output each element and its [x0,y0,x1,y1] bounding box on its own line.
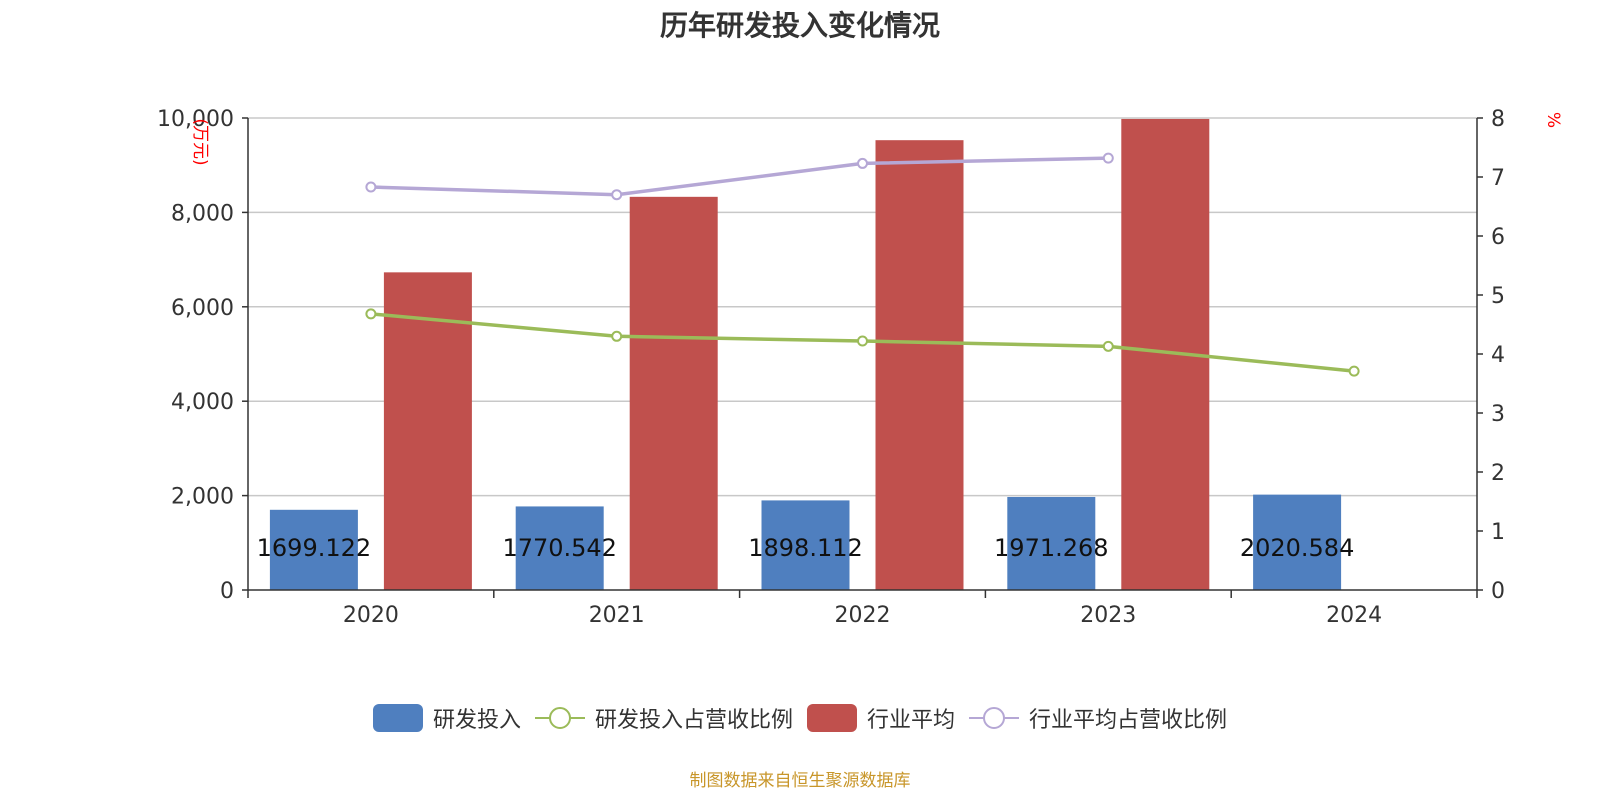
bar-industry [383,272,472,590]
legend-swatch-rd-ratio [534,707,585,729]
line-layer [365,152,1360,377]
y-left-tick-label: 10,000 [157,107,234,132]
industry-ratio-swatch-dot [983,707,1006,729]
y-right-tick-label: 4 [1491,343,1505,368]
bar-rd-label: 1699.122 [257,534,372,562]
source-note: 制图数据来自恒生聚源数据库 [689,771,911,791]
rd-ratio-point [611,330,623,342]
x-tick-label: 2022 [835,603,891,628]
y-left-tick-label: 4,000 [171,390,234,415]
bar-rd [515,506,604,590]
bar-rd [269,509,358,590]
y-right-tick-label: 7 [1491,166,1505,191]
axes: 0 2,000 4,000 6,000 8,000 10,000 0 1 2 3 4 5 6 7 8 (万元)… [157,107,1563,628]
legend-item-rd-ratio[interactable]: 研发投入占营收比例 [534,702,793,734]
industry-ratio-point [1102,152,1114,164]
y-right-tick-label: 2 [1491,461,1505,486]
y-left-tick-label: 8,000 [171,201,234,226]
industry-ratio-point [611,189,623,201]
legend-swatch-industry-ratio [969,707,1020,729]
x-tick-label: 2024 [1326,603,1382,628]
rd-ratio-point [365,308,377,320]
y-right-tick-label: 3 [1491,402,1505,427]
bar-rd-label: 2020.584 [1240,534,1355,562]
bar-industry [875,140,964,590]
legend-item-industry[interactable]: 行业平均 [807,702,955,734]
y-right-tick-label: 8 [1491,107,1505,132]
x-tick-label: 2021 [589,603,645,628]
bar-rd [761,500,850,590]
chart-title: 历年研发投入变化情况 [659,9,940,42]
legend-item-industry-ratio[interactable]: 行业平均占营收比例 [969,702,1227,734]
rd-ratio-swatch-dot [548,707,571,729]
y-right-tick-label: 6 [1491,225,1505,250]
y-left-unit: (万元) [190,118,210,165]
legend-item-rd[interactable]: 研发投入 [372,702,521,734]
bar-rd [1007,496,1096,590]
bar-rd-label: 1770.542 [502,534,617,562]
legend-label-industry: 行业平均 [867,708,956,733]
industry-ratio-point [857,157,868,169]
y-left-tick-label: 2,000 [171,485,234,510]
y-right-tick-label: 1 [1491,520,1505,545]
legend-label-industry-ratio: 行业平均占营收比例 [1029,708,1228,733]
bar-rd [1253,494,1342,590]
x-tick-label: 2023 [1080,603,1136,628]
label-layer: 1699.122 1770.542 1898.112 1971.268 2020.584 [257,534,1355,562]
bar-industry [629,196,718,590]
industry-ratio-line [370,156,1109,197]
rd-ratio-point [1348,365,1360,377]
y-right-unit: % [1543,112,1563,128]
bar-layer [269,118,1342,590]
legend-swatch-industry [807,704,857,732]
y-right-tick-label: 0 [1491,579,1505,604]
y-left-tick-label: 0 [220,579,234,604]
industry-ratio-point [365,181,377,193]
legend: 研发投入 研发投入占营收比例 行业平均 行业平均占营收比例 [0,702,1600,734]
y-right-tick-label: 5 [1491,284,1505,309]
rd-ratio-point [857,335,868,347]
x-tick-label: 2020 [343,603,399,628]
legend-label-rd: 研发投入 [432,708,521,733]
bar-rd-label: 1898.112 [748,534,863,562]
y-left-tick-label: 6,000 [171,296,234,321]
bar-rd-label: 1971.268 [994,534,1109,562]
rd-ratio-point [1102,340,1114,352]
legend-swatch-rd [372,704,423,732]
legend-label-rd-ratio: 研发投入占营收比例 [594,708,793,733]
